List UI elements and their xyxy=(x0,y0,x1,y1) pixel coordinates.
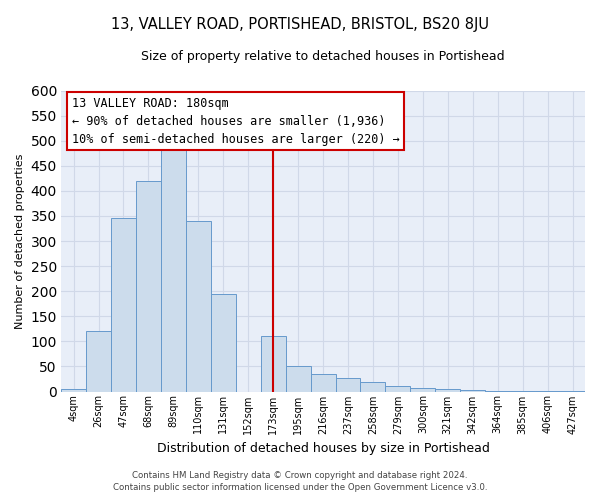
Bar xyxy=(485,390,510,392)
Y-axis label: Number of detached properties: Number of detached properties xyxy=(15,154,25,328)
Title: Size of property relative to detached houses in Portishead: Size of property relative to detached ho… xyxy=(141,50,505,63)
Bar xyxy=(161,146,186,392)
Bar xyxy=(311,374,335,392)
Bar xyxy=(86,332,111,392)
Text: 13 VALLEY ROAD: 180sqm
← 90% of detached houses are smaller (1,936)
10% of semi-: 13 VALLEY ROAD: 180sqm ← 90% of detached… xyxy=(71,96,400,146)
Bar xyxy=(535,391,560,392)
Bar xyxy=(410,388,436,392)
Bar xyxy=(260,336,286,392)
Bar xyxy=(186,221,211,392)
Bar xyxy=(136,181,161,392)
Bar xyxy=(286,366,311,392)
Text: Contains HM Land Registry data © Crown copyright and database right 2024.
Contai: Contains HM Land Registry data © Crown c… xyxy=(113,471,487,492)
Bar xyxy=(510,391,535,392)
Bar xyxy=(460,390,485,392)
Bar xyxy=(211,294,236,392)
Text: 13, VALLEY ROAD, PORTISHEAD, BRISTOL, BS20 8JU: 13, VALLEY ROAD, PORTISHEAD, BRISTOL, BS… xyxy=(111,18,489,32)
Bar xyxy=(436,389,460,392)
Bar xyxy=(361,382,385,392)
X-axis label: Distribution of detached houses by size in Portishead: Distribution of detached houses by size … xyxy=(157,442,490,455)
Bar xyxy=(385,386,410,392)
Bar xyxy=(335,378,361,392)
Bar xyxy=(560,391,585,392)
Bar xyxy=(61,389,86,392)
Bar xyxy=(111,218,136,392)
